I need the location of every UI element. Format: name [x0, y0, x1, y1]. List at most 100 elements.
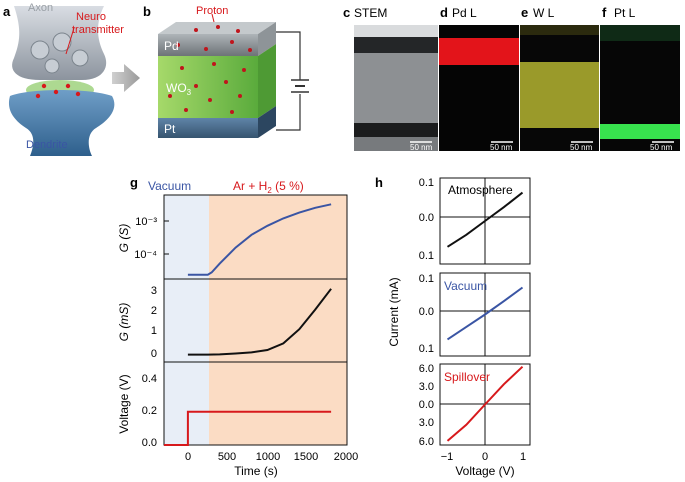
transmitter-dot	[75, 91, 81, 97]
panel-e-letter: e	[521, 5, 528, 20]
h-atm-tick: 0.0	[419, 212, 434, 224]
g-top-tick: 10⁻⁴	[134, 249, 157, 261]
h-atmosphere-line	[446, 191, 524, 248]
h-vac-tick: 0.1	[419, 273, 434, 285]
g-bot-tick: 0.2	[142, 405, 157, 417]
gas-label-main: Ar + H	[233, 179, 267, 193]
panel-f: f Pt L 50 nm	[600, 5, 680, 152]
g-bot-tick: 0.0	[142, 437, 157, 449]
g-mid-tick: 1	[151, 325, 157, 337]
g-voltage-line	[164, 410, 332, 446]
pd-layer	[158, 34, 258, 56]
vesicle-2	[52, 32, 72, 52]
gas-label-tail: (5 %)	[272, 179, 304, 193]
panel-d-letter: d	[440, 5, 448, 20]
gas-label-sub: 2	[267, 186, 272, 195]
right-arrow-icon	[112, 64, 140, 92]
panel-d-title: Pd L	[452, 6, 477, 20]
vacuum-label: Vacuum	[148, 179, 191, 193]
g-mid-tick: 3	[151, 285, 157, 297]
h-x-tick: −1	[441, 451, 454, 463]
h-atm-tick: 0.1	[419, 177, 434, 189]
h-x-tick: 0	[482, 451, 488, 463]
proton-pointer	[211, 13, 215, 23]
transmitter-dot	[41, 83, 47, 89]
proton-dots	[168, 25, 252, 114]
panel-c: c STEM 50 nm	[343, 5, 438, 152]
h-spillover-label: Spillover	[444, 370, 490, 384]
pd-signal-band	[439, 38, 519, 65]
pt-side-face	[258, 106, 276, 138]
g-mid-tick: 2	[151, 305, 157, 317]
h-vacuum-label: Vacuum	[444, 279, 487, 293]
gas-label: Ar + H2 (5 %)	[233, 179, 304, 195]
h-spill-tick: 3.0	[419, 417, 434, 429]
h-spill-tick: 6.0	[419, 436, 434, 448]
panel-a: a Axon Neuro transmitter Dendrite	[3, 2, 124, 156]
scale-label: 50 nm	[490, 143, 513, 152]
scale-label: 50 nm	[650, 143, 673, 152]
panel-d: d Pd L 50 nm	[439, 5, 519, 152]
vesicle-3	[71, 49, 89, 67]
w-signal-band	[520, 62, 599, 128]
transmitter-dot	[53, 89, 59, 95]
panel-h: h Atmosphere Vacuum Spillover 0.1 0.0 0.…	[375, 175, 531, 478]
stem-pt-layer	[354, 123, 438, 137]
pt-layer	[158, 118, 258, 138]
hydrogen-region	[209, 195, 347, 445]
g-x-tick: 2000	[334, 451, 358, 463]
transmitter-pointer	[65, 27, 75, 55]
panel-h-letter: h	[375, 175, 383, 190]
circuit-wire	[276, 31, 301, 131]
w-top-noise	[520, 25, 599, 35]
g-bot-ylabel: Voltage (V)	[117, 374, 131, 433]
scale-label: 50 nm	[570, 143, 593, 152]
pt-top-noise	[600, 25, 680, 41]
transmitter-dot	[65, 83, 71, 89]
g-top-tick: 10⁻³	[135, 216, 157, 228]
g-x-tick: 1500	[294, 451, 318, 463]
h-y-label: Current (mA)	[387, 277, 401, 346]
panel-g: g Vacuum Ar + H2 (5 %) 10⁻³ 10⁻⁴ 3 2 1 0…	[117, 175, 358, 478]
g-x-tick: 500	[218, 451, 236, 463]
h-atm-tick: 0.1	[419, 250, 434, 262]
g-x-label: Time (s)	[234, 464, 278, 478]
g-x-tick: 1000	[256, 451, 280, 463]
h-vac-tick: 0.1	[419, 343, 434, 355]
g-x-tick: 0	[185, 451, 191, 463]
h-x-label: Voltage (V)	[455, 464, 514, 478]
g-linear-conductance-line	[187, 288, 332, 356]
h-x-tick: 1	[520, 451, 526, 463]
transmitter-dot	[35, 93, 41, 99]
panel-c-letter: c	[343, 5, 350, 20]
axon-label: Axon	[28, 2, 53, 14]
wo3-label-main: WO	[166, 81, 187, 95]
stem-wo3-layer	[354, 53, 438, 123]
panel-f-letter: f	[602, 5, 607, 20]
pd-side-face	[258, 22, 276, 56]
proton-label: Proton	[196, 5, 228, 17]
panel-e-title: W L	[533, 6, 555, 20]
pt-label: Pt	[164, 122, 176, 136]
vesicle-1	[30, 40, 50, 60]
panel-b: b Proton Pd WO3 Pt	[143, 4, 309, 138]
stem-pd-layer	[354, 37, 438, 53]
vesicle-4	[44, 58, 60, 74]
panel-a-letter: a	[3, 4, 11, 19]
pt-signal-band	[600, 124, 680, 139]
dendrite-shape	[8, 90, 115, 156]
panel-g-letter: g	[130, 175, 138, 190]
wo3-label-sub: 3	[187, 88, 192, 97]
neuro-label: Neuro	[76, 11, 106, 23]
g-bot-tick: 0.4	[142, 373, 157, 385]
wo3-side-face	[258, 44, 276, 118]
panel-c-title: STEM	[354, 6, 387, 20]
h-spillover-line	[446, 365, 524, 442]
scale-label: 50 nm	[410, 143, 433, 152]
h-spill-tick: 0.0	[419, 399, 434, 411]
h-vacuum-line	[446, 286, 524, 341]
h-spill-tick: 6.0	[419, 363, 434, 375]
h-spill-tick: 3.0	[419, 381, 434, 393]
panel-b-letter: b	[143, 4, 151, 19]
